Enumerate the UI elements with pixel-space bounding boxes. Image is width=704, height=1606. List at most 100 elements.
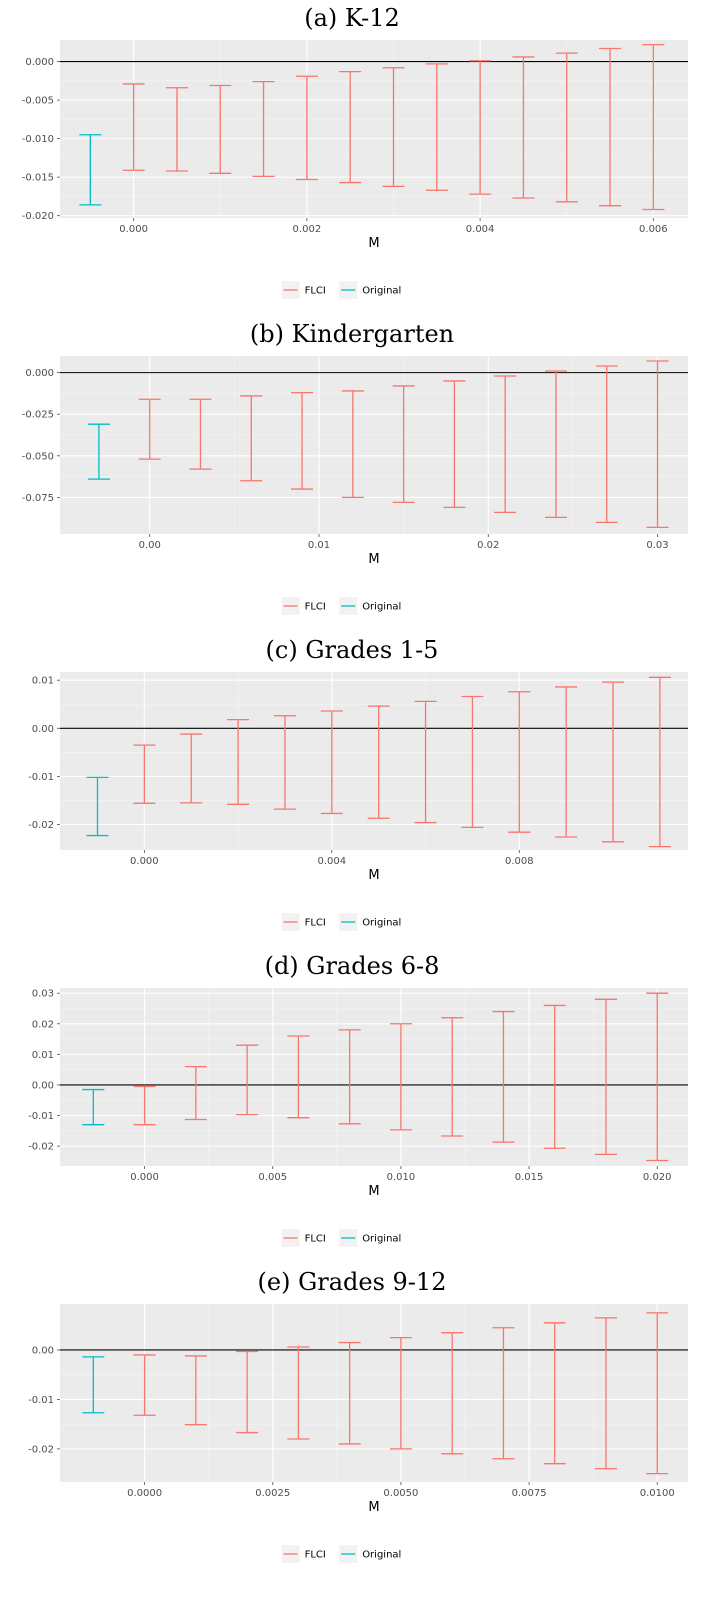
chart-panel-a: (a) K-12 0.000 0.002 0.004 0.006 -0.020 -0.01… (0, 0, 704, 321)
error-bar (291, 391, 314, 490)
y-tick-label: -0.02 (28, 1142, 54, 1153)
error-bar (646, 360, 669, 528)
y-tick-label: 0.00 (32, 724, 54, 735)
x-tick-label: 0.004 (318, 856, 347, 867)
error-bar (414, 700, 437, 824)
legend-item-original: Original (339, 1229, 401, 1247)
x-axis-title: M (368, 236, 379, 251)
chart-plot: 0.000 0.005 0.010 0.015 0.020 -0.02 -0.01 0.00 0… (28, 988, 688, 1247)
legend-label: FLCI (305, 918, 326, 929)
x-tick-label: 0.004 (466, 224, 495, 235)
legend-label: Original (362, 602, 401, 613)
error-bar (287, 1035, 310, 1119)
error-bar (646, 992, 669, 1162)
error-bar (492, 1010, 515, 1143)
legend-label: Original (362, 286, 401, 297)
error-bar (287, 1346, 310, 1440)
x-tick-label: 0.010 (387, 1172, 416, 1183)
x-tick-label: 0.03 (646, 540, 668, 551)
y-tick-label: -0.020 (22, 211, 54, 222)
legend-label: Original (362, 1550, 401, 1561)
error-bar (543, 1322, 566, 1465)
error-bar (461, 695, 484, 829)
legend-item-flci: FLCI (281, 1545, 326, 1563)
y-tick-label: -0.01 (28, 1395, 54, 1406)
legend-item-original: Original (339, 913, 401, 931)
y-tick-label: -0.015 (22, 173, 54, 184)
error-bar (382, 67, 405, 188)
error-bar (82, 1356, 105, 1414)
legend-label: FLCI (305, 1550, 326, 1561)
y-tick-label: 0.000 (25, 368, 54, 379)
series-original (87, 423, 110, 480)
x-tick-label: 0.015 (515, 1172, 544, 1183)
error-bar (648, 676, 671, 848)
x-tick-label: 0.0075 (512, 1488, 547, 1499)
error-bar (544, 370, 567, 519)
error-bar (122, 83, 145, 171)
error-bar (555, 686, 578, 838)
series-flci (138, 360, 669, 528)
error-bar (184, 1065, 207, 1121)
legend-item-flci: FLCI (281, 597, 326, 615)
y-tick-label: 0.000 (25, 57, 54, 68)
legend: FLCI Original (281, 913, 401, 931)
error-bar (441, 1017, 464, 1137)
error-bar (180, 733, 203, 804)
chart-title: (c) Grades 1-5 (265, 636, 439, 664)
error-bar (443, 380, 466, 509)
error-bar (133, 1354, 156, 1416)
x-tick-label: 0.0025 (255, 1488, 290, 1499)
error-bar (602, 681, 625, 843)
error-bar (209, 84, 232, 174)
chart-title: (b) Kindergarten (249, 320, 455, 348)
error-bar (240, 395, 263, 482)
x-tick-label: 0.006 (639, 224, 668, 235)
series-original (82, 1088, 105, 1126)
x-axis-title: M (368, 868, 379, 883)
error-bar (341, 390, 364, 499)
y-tick-label: 0.02 (32, 1019, 54, 1030)
y-tick-label: 0.00 (32, 1345, 54, 1356)
legend-label: FLCI (305, 286, 326, 297)
series-original (82, 1356, 105, 1414)
legend-label: FLCI (305, 1234, 326, 1245)
chart-title: (e) Grades 9-12 (257, 1268, 447, 1296)
legend: FLCI Original (281, 281, 401, 299)
legend-label: Original (362, 918, 401, 929)
error-bar (392, 385, 415, 504)
error-bar (512, 56, 535, 199)
error-bar (133, 744, 156, 804)
error-bar (594, 998, 617, 1156)
x-tick-label: 0.005 (258, 1172, 287, 1183)
plot-background (60, 672, 688, 850)
y-tick-label: -0.01 (28, 1111, 54, 1122)
error-bar (133, 1085, 156, 1126)
legend: FLCI Original (281, 597, 401, 615)
x-tick-label: 0.020 (643, 1172, 672, 1183)
error-bar (389, 1336, 412, 1450)
chart-plot: 0.00 0.01 0.02 0.03 -0.075 -0.050 -0.025 0.000 M… (22, 356, 688, 615)
x-tick-label: 0.02 (477, 540, 499, 551)
x-tick-label: 0.01 (308, 540, 330, 551)
error-bar (273, 715, 296, 810)
error-bar (441, 1332, 464, 1455)
y-tick-label: -0.075 (22, 493, 54, 504)
error-bar (425, 63, 448, 191)
error-bar (492, 1327, 515, 1460)
series-original (79, 134, 102, 206)
error-bar (82, 1088, 105, 1126)
y-tick-label: -0.010 (22, 134, 54, 145)
x-tick-label: 0.002 (293, 224, 322, 235)
error-bar (555, 52, 578, 203)
x-axis-title: M (368, 552, 379, 567)
chart-plot: 0.000 0.002 0.004 0.006 -0.020 -0.015 -0.010 -0… (22, 40, 688, 299)
y-tick-label: 0.01 (32, 1050, 54, 1061)
x-tick-label: 0.000 (119, 224, 148, 235)
error-bar (236, 1350, 259, 1434)
x-axis-title: M (368, 1184, 379, 1199)
error-bar (295, 75, 318, 181)
error-bar (646, 1312, 669, 1475)
y-tick-label: 0.03 (32, 989, 54, 1000)
error-bar (138, 398, 161, 460)
